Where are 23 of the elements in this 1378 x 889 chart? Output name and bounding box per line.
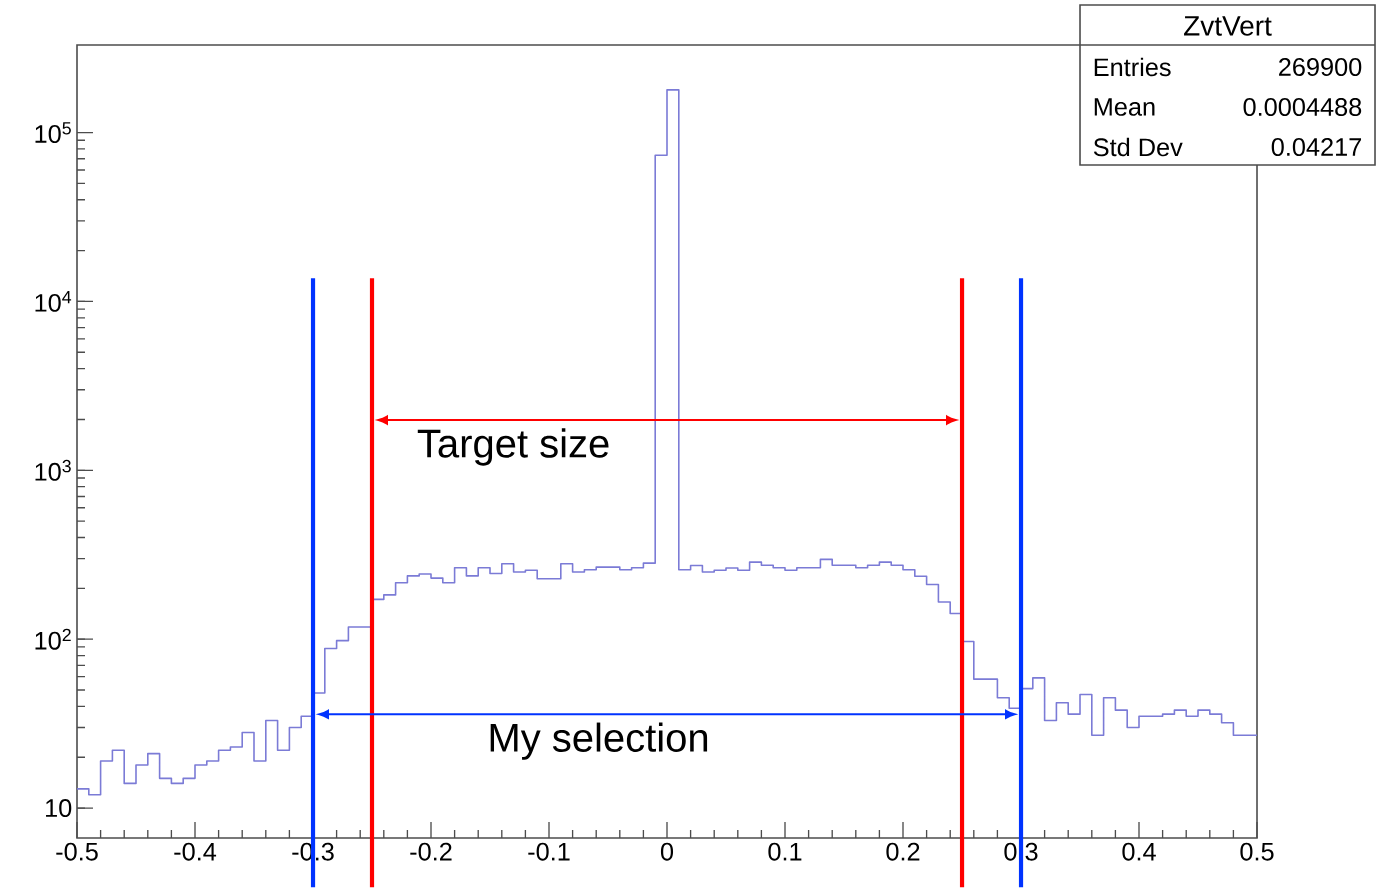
x-tick-label: 0.1	[768, 842, 802, 861]
annotation: Mean	[1094, 97, 1155, 116]
annotation: My selection	[490, 722, 708, 760]
y-tick-label: 10$^{3}$	[35, 459, 71, 481]
y-tick-label: 10$^{5}$	[35, 121, 71, 143]
y-tick-label: 10$^{4}$	[35, 290, 72, 312]
text: ZvtVert	[1184, 15, 1272, 36]
annotation: Target size	[417, 428, 609, 466]
annotation: 0.0004488	[1243, 97, 1362, 116]
x-tick-label: -0.4	[174, 842, 217, 861]
y-tick-label: 10$^{2}$	[35, 628, 71, 650]
x-tick-label: -0.1	[528, 842, 570, 861]
x-tick-label: -0.2	[410, 842, 452, 861]
text: 269900	[1279, 57, 1362, 76]
annotation: Std Dev	[1093, 137, 1183, 157]
x-tick-label: 0.2	[886, 842, 920, 861]
x-tick-label: 0.5	[1240, 842, 1274, 861]
x-tick-label: -0.5	[56, 842, 98, 861]
x-tick-label: 0.4	[1122, 842, 1156, 861]
text: 0.04217	[1271, 137, 1362, 156]
x-tick-label: 0	[660, 842, 674, 861]
annotation: Entries	[1094, 57, 1171, 77]
y-tick-label: 10	[46, 798, 72, 817]
